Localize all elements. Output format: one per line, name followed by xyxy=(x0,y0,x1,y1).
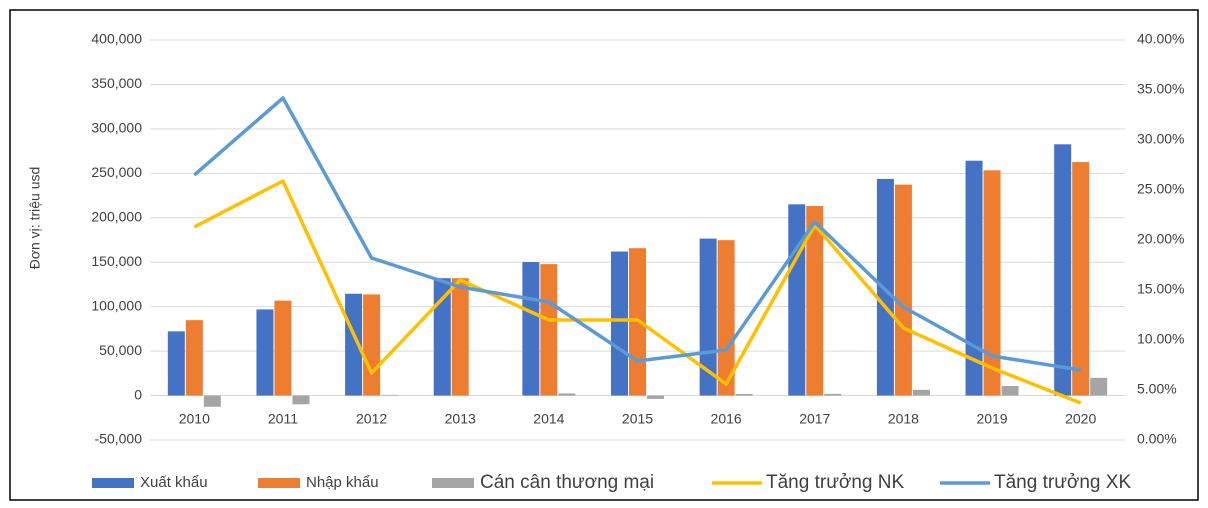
x-tick-label: 2012 xyxy=(356,410,387,426)
bar xyxy=(806,206,824,396)
legend-label: Cán cân thương mại xyxy=(480,472,654,493)
bar xyxy=(274,300,292,396)
bar xyxy=(965,160,983,396)
x-tick-label: 2010 xyxy=(179,410,210,426)
x-tick-label: 2016 xyxy=(711,410,742,426)
legend-label: Tăng trưởng NK xyxy=(766,472,905,493)
bar xyxy=(699,238,717,396)
x-tick-label: 2011 xyxy=(268,410,298,426)
x-tick-label: 2015 xyxy=(622,410,653,426)
y-tick-label: 350,000 xyxy=(91,75,142,91)
line xyxy=(193,179,1082,405)
y2-tick-label: 20.00% xyxy=(1137,231,1184,247)
chart-frame xyxy=(9,9,1199,501)
y-tick-label: 0 xyxy=(134,386,142,402)
legend-label: Xuất khẩu xyxy=(140,474,208,491)
bar xyxy=(363,294,381,396)
x-tick-label: 2020 xyxy=(1065,410,1096,426)
bar xyxy=(717,240,735,396)
bar xyxy=(558,393,576,396)
bar xyxy=(1072,162,1090,396)
bar xyxy=(540,264,558,396)
x-tick-label: 2013 xyxy=(445,410,476,426)
y-tick-label: 50,000 xyxy=(99,342,142,358)
y2-tick-label: 35.00% xyxy=(1137,81,1184,97)
bar xyxy=(647,395,664,399)
bar xyxy=(894,184,912,396)
bar xyxy=(983,170,1001,396)
y2-tick-label: 25.00% xyxy=(1137,181,1184,197)
bar xyxy=(345,293,363,396)
legend-label: Nhập khẩu xyxy=(306,474,379,491)
y-tick-label: 150,000 xyxy=(91,253,142,269)
bar xyxy=(735,393,753,396)
bar xyxy=(1090,377,1108,396)
bar xyxy=(788,204,806,396)
y2-tick-label: 40.00% xyxy=(1137,31,1184,47)
bar xyxy=(912,389,930,396)
legend-swatch xyxy=(432,478,474,488)
bar xyxy=(1054,144,1072,396)
x-tick-label: 2019 xyxy=(976,410,1007,426)
x-tick-label: 2017 xyxy=(799,410,830,426)
y-tick-label: 100,000 xyxy=(91,297,142,313)
x-tick-label: 2018 xyxy=(888,410,919,426)
legend-swatch xyxy=(258,478,300,488)
bar xyxy=(522,262,540,396)
y-axis-label: Đơn vị: triệu usd xyxy=(27,167,43,270)
bar xyxy=(381,394,399,396)
y-tick-label: 250,000 xyxy=(91,164,142,180)
bar xyxy=(611,251,628,396)
y2-tick-label: 15.00% xyxy=(1137,281,1184,297)
legend-swatch xyxy=(92,478,134,488)
bar xyxy=(167,331,185,396)
legend-label: Tăng trưởng XK xyxy=(994,472,1131,493)
x-tick-label: 2014 xyxy=(533,410,564,426)
y-tick-label: 300,000 xyxy=(91,120,142,136)
line xyxy=(193,96,1081,372)
y2-tick-label: 30.00% xyxy=(1137,131,1184,147)
bar xyxy=(185,320,203,396)
y2-tick-label: 10.00% xyxy=(1137,331,1184,347)
bar xyxy=(824,393,842,396)
y-tick-label: 200,000 xyxy=(91,208,142,224)
y2-tick-label: 0.00% xyxy=(1137,431,1177,447)
bar xyxy=(1001,385,1019,396)
bar xyxy=(433,278,451,396)
y-tick-label: 400,000 xyxy=(91,31,142,47)
y2-tick-label: 5.00% xyxy=(1137,381,1177,397)
bar xyxy=(876,178,894,396)
y-tick-label: -50,000 xyxy=(95,431,143,447)
bar xyxy=(292,395,310,405)
bar xyxy=(203,395,221,407)
bar xyxy=(451,278,469,396)
bar xyxy=(256,309,274,396)
